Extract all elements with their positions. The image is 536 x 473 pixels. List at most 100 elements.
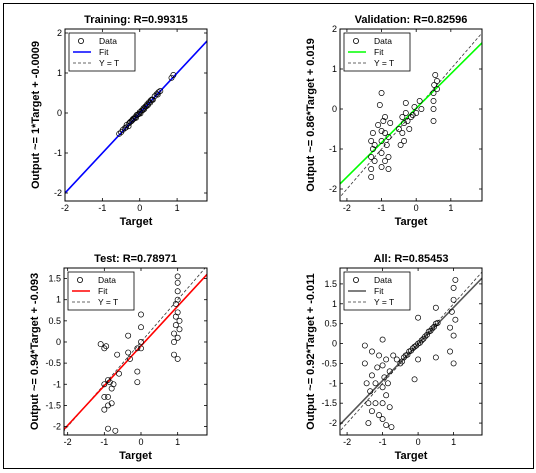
data-point — [387, 120, 394, 126]
data-point — [369, 408, 375, 415]
y-tick-label: -1 — [54, 148, 62, 158]
plot-title: Test: R=0.78971 — [94, 253, 177, 265]
data-point — [378, 150, 385, 156]
axes-box — [63, 267, 208, 436]
data-point — [416, 98, 423, 104]
data-point — [134, 345, 141, 352]
data-point — [367, 388, 374, 395]
x-tick-label: 0 — [138, 437, 143, 447]
data-point — [383, 422, 390, 429]
data-point — [105, 425, 111, 432]
y-tick-label: 1 — [56, 295, 61, 305]
identity-line — [64, 268, 206, 432]
data-point — [432, 304, 439, 311]
data-point — [170, 72, 177, 78]
legend-label-fit: Fit — [374, 286, 384, 296]
fit-line — [65, 39, 207, 195]
data-point — [379, 384, 386, 391]
x-tick-label: -2 — [64, 437, 72, 447]
x-axis-label: Target — [120, 216, 153, 228]
data-point — [431, 323, 438, 330]
data-point — [174, 309, 181, 316]
data-point — [401, 120, 408, 126]
identity-line — [340, 32, 482, 198]
y-tick-label: -1 — [53, 379, 61, 389]
data-point — [155, 89, 162, 96]
x-tick-label: 1 — [175, 203, 180, 213]
legend-label-data: Data — [99, 36, 117, 46]
data-point — [379, 400, 386, 407]
y-tick-label: 2 — [57, 28, 62, 38]
legend-marker-data — [352, 38, 359, 45]
legend-label-identity: Y = T — [374, 297, 394, 307]
x-axis-label: Target — [395, 450, 428, 462]
data-point — [101, 345, 108, 352]
data-point — [385, 166, 392, 172]
data-point — [411, 376, 418, 383]
data-point — [452, 316, 459, 323]
data-point — [399, 114, 406, 120]
x-tick-label: -1 — [100, 437, 108, 447]
data-point — [157, 88, 164, 94]
x-tick-label: 0 — [137, 203, 142, 213]
data-point — [385, 154, 392, 160]
y-tick-label: 1 — [332, 299, 337, 309]
data-point — [378, 90, 385, 96]
data-point — [369, 372, 375, 379]
data-point — [424, 331, 430, 338]
data-point — [101, 393, 108, 400]
data-point — [397, 360, 404, 367]
legend-label-fit: Fit — [98, 286, 108, 296]
x-tick-label: -2 — [343, 203, 351, 213]
data-point — [140, 105, 147, 112]
y-tick-label: 0 — [332, 339, 337, 349]
data-point — [138, 339, 144, 345]
x-axis-label: Target — [119, 450, 152, 462]
data-point — [138, 345, 144, 352]
data-point — [415, 356, 422, 363]
data-point — [376, 102, 383, 108]
data-point — [112, 427, 119, 434]
data-point — [368, 154, 375, 160]
data-point — [174, 296, 181, 303]
axes-box — [339, 267, 483, 436]
data-point — [411, 343, 418, 350]
legend-marker-data — [77, 276, 84, 283]
data-point — [374, 364, 381, 371]
y-axis-label: Output ~= 0.86*Target + 0.019 — [305, 38, 317, 192]
data-point — [122, 124, 129, 131]
y-tick-label: 1.5 — [324, 279, 337, 289]
plot-title: Training: R=0.99315 — [84, 14, 188, 26]
y-axis-label: Output ~= 0.92*Target + -0.011 — [305, 273, 317, 430]
y-tick-label: 0 — [56, 337, 61, 347]
y-tick-label: 1.5 — [48, 274, 61, 284]
data-point — [375, 122, 382, 128]
data-point — [136, 109, 143, 116]
data-point — [371, 142, 378, 148]
regression-plot-2: -2 -1 0 1 -2 -1 0 1 2 Validation: R=0.82596 Target… — [305, 14, 483, 228]
legend-label-fit: Fit — [99, 47, 109, 57]
data-point — [418, 337, 425, 344]
data-point — [378, 138, 385, 144]
data-point — [430, 90, 437, 96]
y-tick-label: 0.5 — [324, 319, 337, 329]
data-point — [431, 82, 438, 88]
data-point — [413, 110, 420, 116]
data-point — [365, 400, 372, 407]
data-point — [381, 374, 388, 381]
data-point — [395, 126, 402, 132]
x-tick-label: 1 — [448, 203, 453, 213]
data-point — [379, 336, 386, 343]
plot-title: All: R=0.85453 — [374, 253, 449, 265]
data-point — [378, 164, 385, 170]
data-point — [368, 166, 375, 172]
legend-label-fit: Fit — [374, 47, 384, 57]
data-point — [174, 288, 181, 295]
data-point — [447, 324, 453, 331]
data-point — [134, 368, 141, 375]
axes-box — [64, 28, 208, 202]
data-point — [376, 352, 382, 359]
